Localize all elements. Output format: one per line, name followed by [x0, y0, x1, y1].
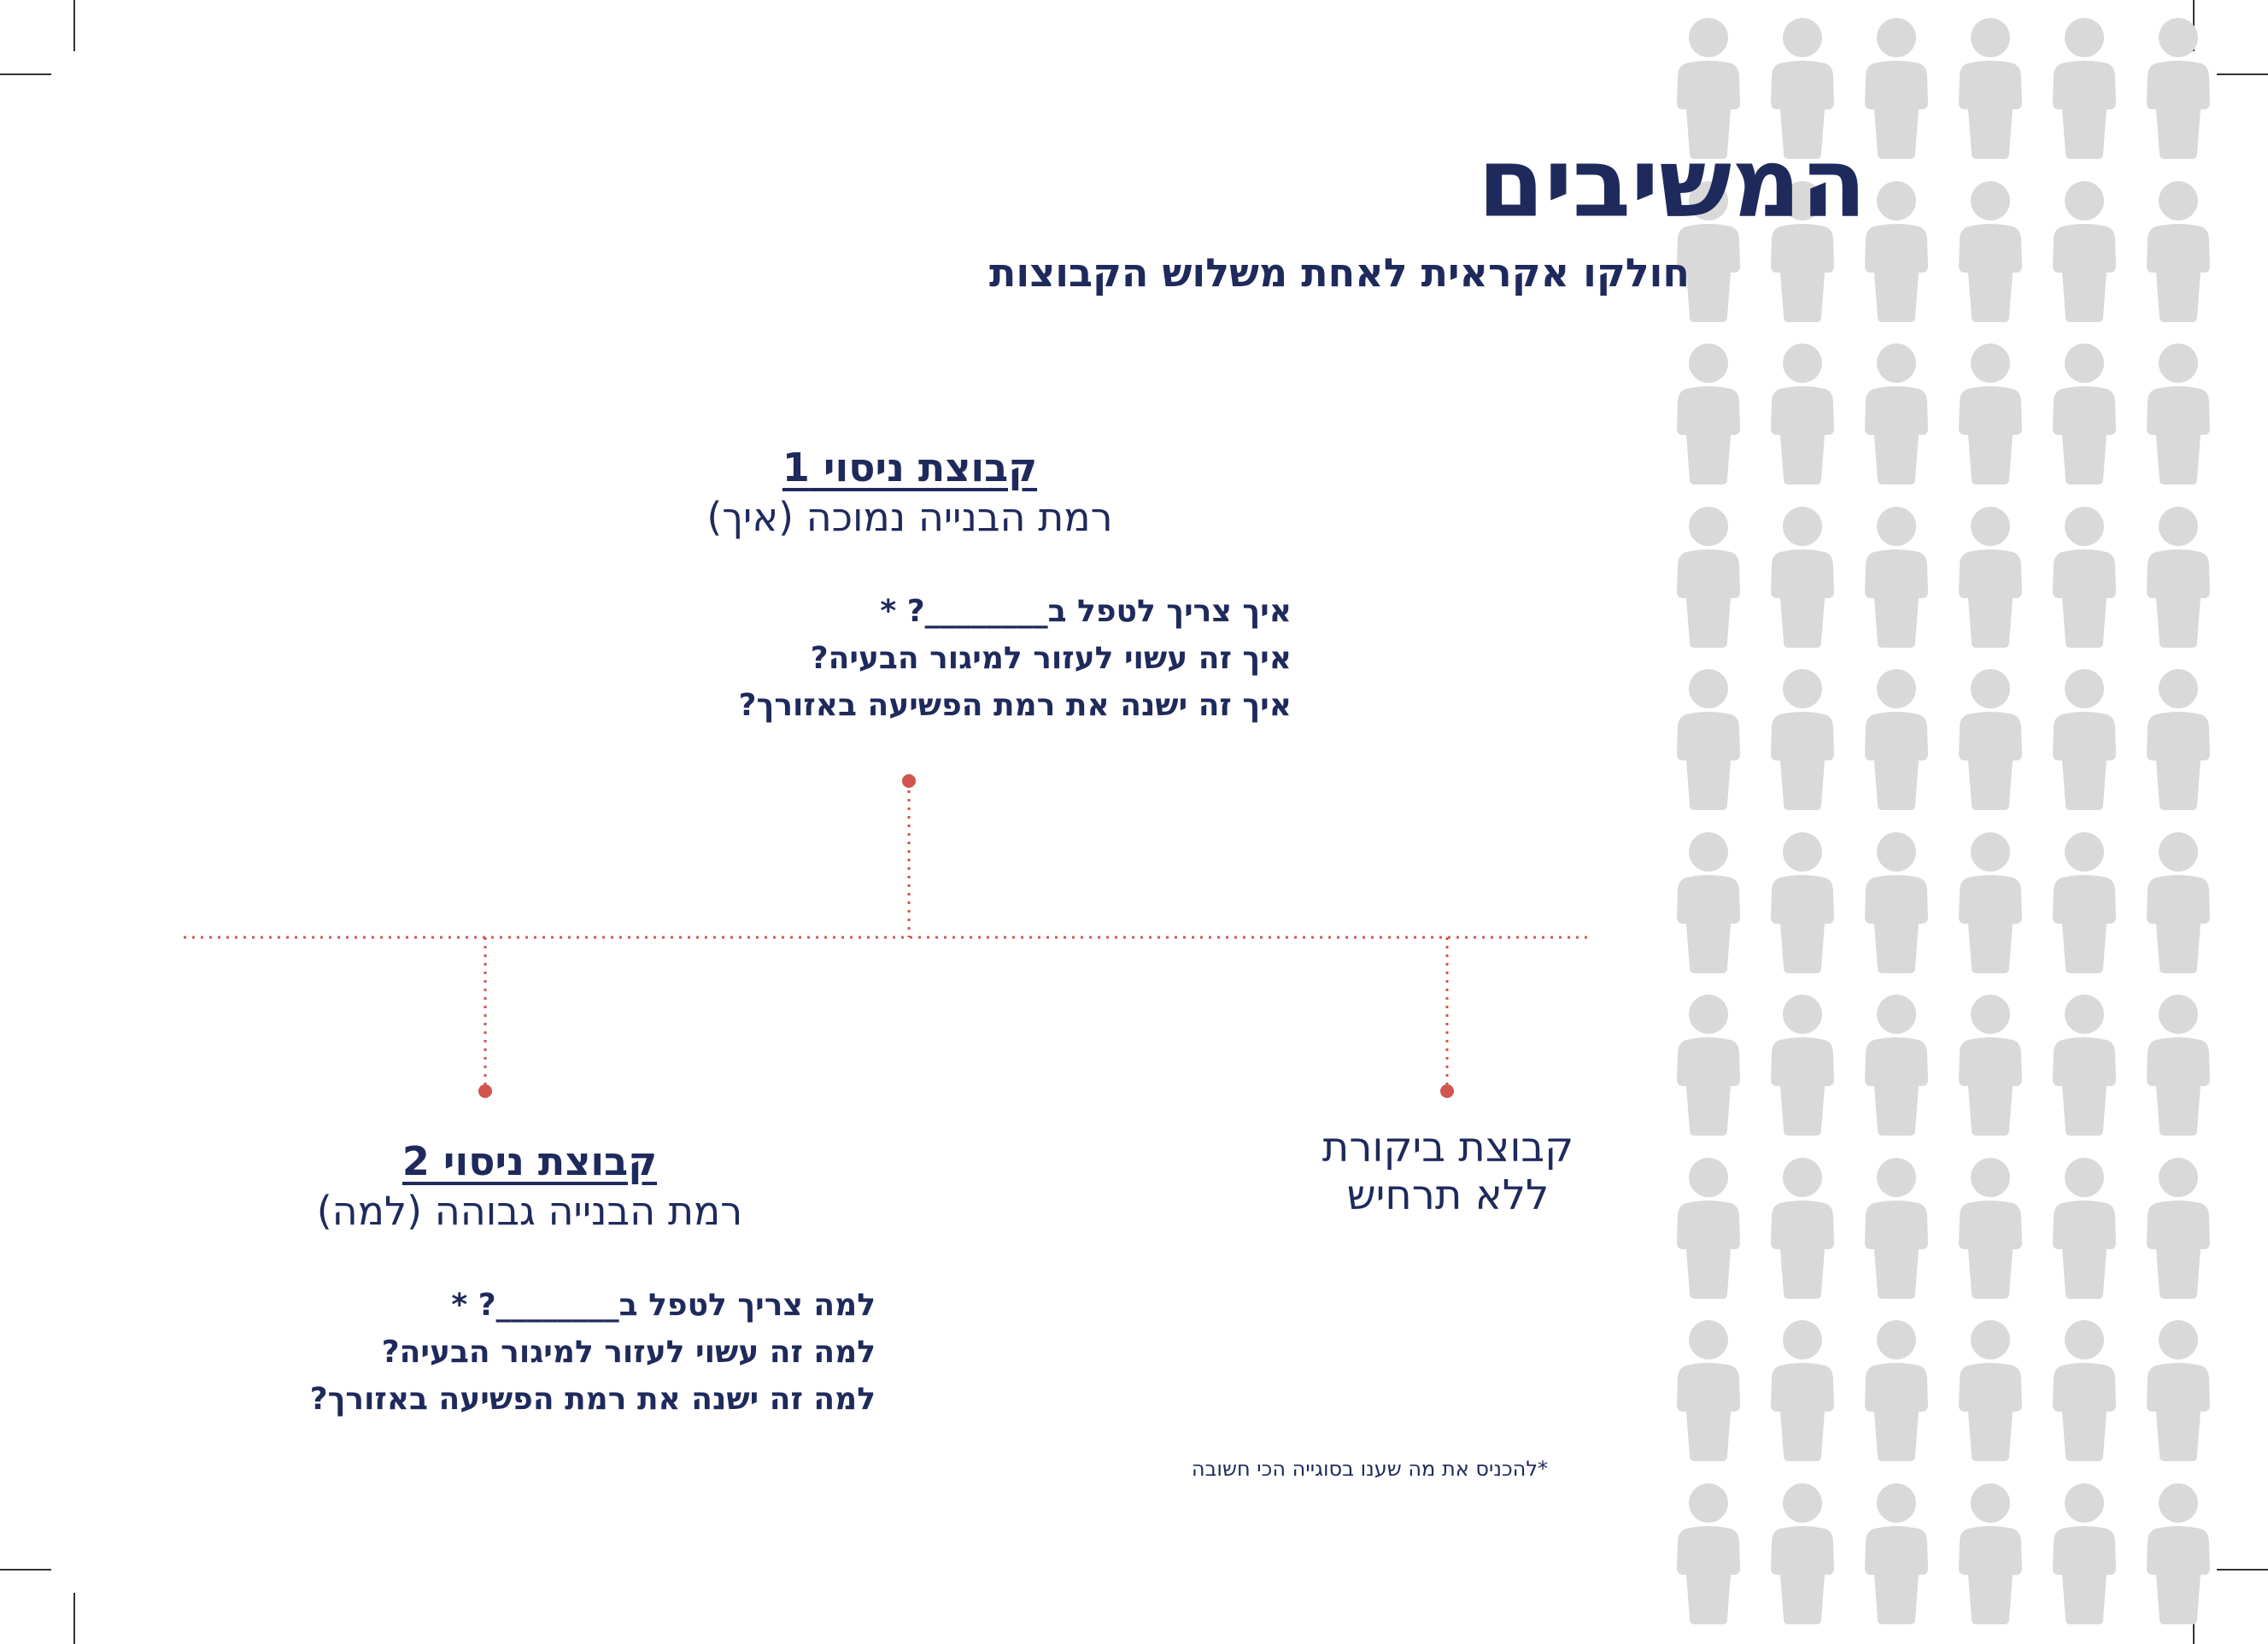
group-exp1-questions: איך צריך לטפל ב________? * איך זה עשוי ל… [739, 588, 1292, 729]
footnote: *להכניס את מה שענו בסוגייה הכי חשובה [1191, 1457, 1548, 1481]
person-silhouette-icon [2147, 1320, 2210, 1461]
person-silhouette-icon [1677, 669, 1740, 810]
person-silhouette-icon [1865, 1157, 1928, 1299]
person-silhouette-icon [1959, 180, 2022, 322]
person-silhouette-icon [2053, 995, 2116, 1136]
person-silhouette-icon [1771, 1483, 1834, 1624]
person-silhouette-icon [1771, 506, 1834, 648]
person-silhouette-icon [1677, 995, 1740, 1136]
person-silhouette-icon [2053, 506, 2116, 648]
question-item: למה זה עשוי לעזור למיגור הבעיה? [381, 1335, 876, 1370]
person-silhouette-icon [2053, 831, 2116, 973]
person-silhouette-icon [1959, 18, 2022, 159]
person-silhouette-icon [2147, 831, 2210, 973]
group-exp2-title: קבוצת ניסוי 2 [401, 1138, 658, 1184]
person-silhouette-icon [1865, 995, 1928, 1136]
connector-dot-top [902, 774, 916, 788]
person-silhouette-icon [1677, 1483, 1740, 1624]
person-silhouette-icon [2147, 995, 2210, 1136]
person-silhouette-icon [1959, 995, 2022, 1136]
person-silhouette-icon [2147, 506, 2210, 648]
person-silhouette-icon [2053, 180, 2116, 322]
crop-mark [73, 1593, 75, 1644]
person-silhouette-icon [2147, 180, 2210, 322]
page-subtitle: חולקו אקראית לאחת משלוש הקבוצות [988, 250, 1690, 296]
question-item: איך זה ישנה את רמת הפשיעה באזורך? [738, 688, 1292, 723]
person-silhouette-icon [2147, 669, 2210, 810]
question-item: איך צריך לטפל ב________? * [880, 594, 1292, 629]
person-silhouette-icon [1677, 18, 1740, 159]
connector-dot-left [478, 1084, 492, 1098]
person-silhouette-icon [1865, 343, 1928, 484]
person-silhouette-icon [2053, 1483, 2116, 1624]
person-silhouette-icon [1865, 1320, 1928, 1461]
person-silhouette-icon [1959, 831, 2022, 973]
person-silhouette-icon [1865, 1483, 1928, 1624]
connector-dot-right [1440, 1084, 1454, 1098]
group-exp1-subtitle: רמת הבנייה נמוכה (איך) [706, 494, 1113, 540]
person-silhouette-icon [1959, 1483, 2022, 1624]
person-silhouette-icon [2053, 1320, 2116, 1461]
person-silhouette-icon [2053, 669, 2116, 810]
person-silhouette-icon [1677, 343, 1740, 484]
person-silhouette-icon [1959, 506, 2022, 648]
person-silhouette-icon [2053, 18, 2116, 159]
question-item: למה צריך לטפל ב________? * [451, 1288, 876, 1323]
person-silhouette-icon [1865, 180, 1928, 322]
group-exp2-questions: למה צריך לטפל ב________? * למה זה עשוי ל… [310, 1282, 876, 1423]
crop-mark [0, 1569, 51, 1571]
person-silhouette-icon [1865, 18, 1928, 159]
person-silhouette-icon [2147, 1157, 2210, 1299]
person-silhouette-icon [1959, 1157, 2022, 1299]
person-silhouette-icon [1771, 18, 1834, 159]
person-silhouette-icon [1959, 343, 2022, 484]
person-silhouette-icon [2053, 1157, 2116, 1299]
person-silhouette-icon [1677, 506, 1740, 648]
group-control: קבוצת ביקורת ללא תרחיש [1247, 1124, 1649, 1219]
people-grid [1674, 17, 2264, 1632]
crop-mark [2217, 73, 2268, 75]
person-silhouette-icon [1865, 669, 1928, 810]
person-silhouette-icon [1677, 1157, 1740, 1299]
person-silhouette-icon [1677, 180, 1740, 322]
person-silhouette-icon [1959, 1320, 2022, 1461]
group-exp2-header: קבוצת ניסוי 2 רמת הבנייה גבוהה (למה) [273, 1138, 786, 1234]
crop-mark [73, 0, 75, 51]
person-silhouette-icon [1771, 995, 1834, 1136]
group-exp1-header: קבוצת ניסוי 1 רמת הבנייה נמוכה (איך) [649, 444, 1170, 540]
person-silhouette-icon [1771, 1320, 1834, 1461]
person-silhouette-icon [1771, 669, 1834, 810]
person-silhouette-icon [2053, 343, 2116, 484]
question-item: למה זה ישנה את רמת הפשיעה באזורך? [309, 1382, 876, 1417]
person-silhouette-icon [1771, 1157, 1834, 1299]
person-silhouette-icon [2147, 1483, 2210, 1624]
group-control-line1: קבוצת ביקורת [1322, 1124, 1574, 1171]
person-silhouette-icon [1865, 506, 1928, 648]
page-title: המשיבים [1477, 128, 1867, 239]
crop-mark [2217, 1569, 2268, 1571]
person-silhouette-icon [1677, 831, 1740, 973]
group-control-line2: ללא תרחיש [1346, 1171, 1550, 1219]
person-silhouette-icon [2147, 18, 2210, 159]
person-silhouette-icon [1865, 831, 1928, 973]
person-silhouette-icon [2147, 343, 2210, 484]
question-item: איך זה עשוי לעזור למיגור הבעיה? [810, 641, 1292, 676]
person-silhouette-icon [1771, 343, 1834, 484]
person-silhouette-icon [1959, 669, 2022, 810]
crop-mark [0, 73, 51, 75]
person-silhouette-icon [1771, 831, 1834, 973]
group-exp2-subtitle: רמת הבנייה גבוהה (למה) [316, 1188, 743, 1234]
group-exp1-title: קבוצת ניסוי 1 [782, 444, 1038, 490]
person-silhouette-icon [1771, 180, 1834, 322]
person-silhouette-icon [1677, 1320, 1740, 1461]
